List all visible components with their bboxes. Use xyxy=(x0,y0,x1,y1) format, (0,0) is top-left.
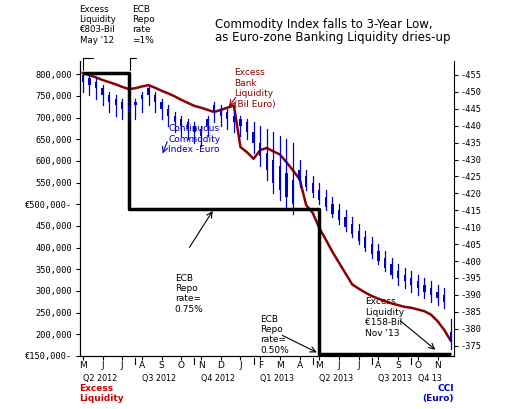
Text: Excess
Liquidity
€803-Bil
May '12: Excess Liquidity €803-Bil May '12 xyxy=(80,4,116,45)
Bar xyxy=(114,99,117,106)
Bar xyxy=(377,251,380,261)
Bar xyxy=(351,224,353,234)
Text: Excess
Bank
Liquidity
(Bil Euro): Excess Bank Liquidity (Bil Euro) xyxy=(234,68,275,108)
Text: Excess
Liquidity
€158-Bil
Nov '13: Excess Liquidity €158-Bil Nov '13 xyxy=(365,297,404,337)
Bar xyxy=(358,231,360,241)
Bar xyxy=(200,129,202,136)
Bar xyxy=(82,75,84,82)
Bar xyxy=(423,285,426,292)
Bar xyxy=(331,204,333,213)
Bar xyxy=(102,88,104,95)
Bar xyxy=(449,332,452,342)
Bar xyxy=(213,106,215,112)
Bar xyxy=(285,173,288,197)
Bar xyxy=(161,102,163,109)
Bar xyxy=(272,160,274,183)
Bar xyxy=(226,112,228,119)
Text: Q3 2012: Q3 2012 xyxy=(142,374,176,383)
Text: Commodity Index falls to 3-Year Low,: Commodity Index falls to 3-Year Low, xyxy=(215,18,433,31)
Bar xyxy=(252,133,255,143)
Bar xyxy=(88,78,90,85)
Text: Q2 2012: Q2 2012 xyxy=(83,374,117,383)
Bar xyxy=(371,244,373,254)
Bar xyxy=(180,119,183,126)
Bar xyxy=(410,278,412,285)
Bar xyxy=(299,170,301,180)
Bar xyxy=(240,119,242,126)
Bar xyxy=(108,95,110,102)
Text: ECB
Repo
rate
=1%: ECB Repo rate =1% xyxy=(132,4,155,45)
Bar xyxy=(417,281,419,288)
Bar xyxy=(266,153,268,170)
Bar xyxy=(246,122,248,133)
Bar xyxy=(147,88,150,95)
Bar xyxy=(338,210,340,220)
Bar xyxy=(259,143,261,156)
Bar xyxy=(305,176,307,187)
Bar xyxy=(233,115,235,122)
Bar xyxy=(390,265,393,274)
Bar xyxy=(220,109,222,115)
Text: as Euro-zone Banking Liquidity dries-up: as Euro-zone Banking Liquidity dries-up xyxy=(215,31,451,44)
Bar xyxy=(134,102,136,106)
Text: ECB
Repo
rate=
0.75%: ECB Repo rate= 0.75% xyxy=(175,274,204,314)
Bar xyxy=(443,295,445,302)
Bar xyxy=(128,106,130,112)
Text: Continuous
Commodity
Index -Euro: Continuous Commodity Index -Euro xyxy=(168,124,221,154)
Text: ECB
Repo
rate=
0.50%: ECB Repo rate= 0.50% xyxy=(260,315,289,355)
Bar xyxy=(311,183,314,193)
Text: Q3 2013: Q3 2013 xyxy=(379,374,412,383)
Bar xyxy=(187,122,189,129)
Bar xyxy=(121,102,123,109)
Text: Q4 13: Q4 13 xyxy=(418,374,442,383)
Bar xyxy=(384,258,386,268)
Bar xyxy=(173,115,176,122)
Bar xyxy=(279,166,281,190)
Bar xyxy=(292,180,294,204)
Bar xyxy=(154,95,156,102)
Text: CCI
(Euro): CCI (Euro) xyxy=(423,384,454,403)
Bar xyxy=(141,95,143,99)
Text: Excess
Liquidity: Excess Liquidity xyxy=(80,384,124,403)
Bar xyxy=(364,237,366,247)
Text: Q2 2013: Q2 2013 xyxy=(319,374,353,383)
Bar xyxy=(325,197,327,207)
Bar xyxy=(167,109,169,115)
Bar xyxy=(437,292,439,298)
Text: Q4 2012: Q4 2012 xyxy=(201,374,235,383)
Bar xyxy=(206,119,209,126)
Text: Q1 2013: Q1 2013 xyxy=(260,374,294,383)
Bar xyxy=(95,82,97,88)
Bar xyxy=(318,190,321,200)
Bar xyxy=(404,274,406,281)
Bar xyxy=(193,126,195,133)
Bar xyxy=(344,217,347,227)
Bar xyxy=(397,271,399,278)
Bar xyxy=(430,288,432,295)
